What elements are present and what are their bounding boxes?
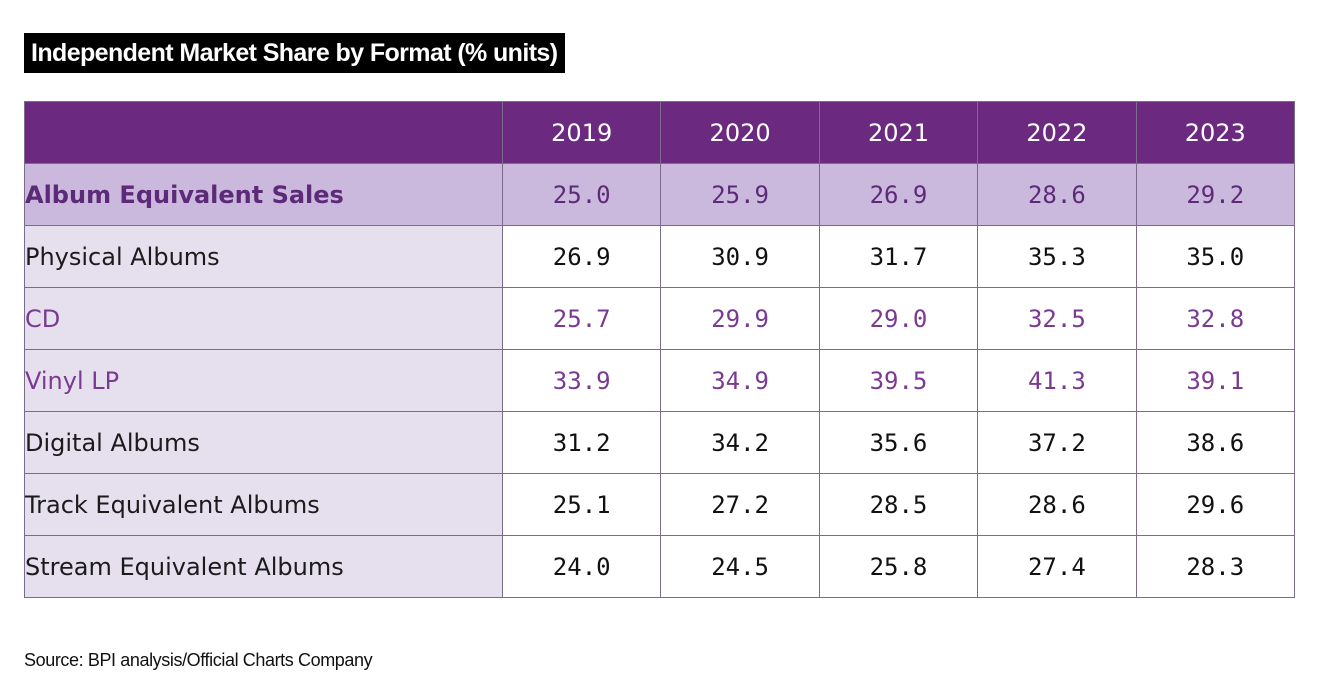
value-cell: 25.7 xyxy=(501,287,662,350)
value-cell: 30.9 xyxy=(660,225,820,288)
value-cell: 25.8 xyxy=(818,535,979,598)
column-header-2022: 2022 xyxy=(977,101,1137,164)
row-label: CD xyxy=(24,287,503,350)
table-row: Track Equivalent Albums 25.1 27.2 28.5 28.6 2… xyxy=(24,473,1295,536)
header-corner-cell xyxy=(24,101,503,164)
value-cell: 27.2 xyxy=(660,473,820,536)
value-cell: 33.9 xyxy=(501,349,662,412)
value-cell: 38.6 xyxy=(1135,411,1295,474)
value-cell: 35.0 xyxy=(1135,225,1295,288)
value-cell: 32.5 xyxy=(977,287,1137,350)
header-row: 2019 2020 2021 2022 2023 xyxy=(24,101,1295,164)
value-cell: 28.5 xyxy=(818,473,979,536)
value-cell: 27.4 xyxy=(977,535,1137,598)
table-row: Physical Albums 26.9 30.9 31.7 35.3 35.0 xyxy=(24,225,1295,288)
value-cell: 39.5 xyxy=(818,349,979,412)
row-label: Track Equivalent Albums xyxy=(24,473,503,536)
value-cell: 28.6 xyxy=(977,473,1137,536)
value-cell: 25.9 xyxy=(660,163,820,226)
value-cell: 31.7 xyxy=(818,225,979,288)
market-share-table: 2019 2020 2021 2022 2023 Album Equivalen… xyxy=(24,101,1295,598)
value-cell: 29.9 xyxy=(660,287,820,350)
row-label: Physical Albums xyxy=(24,225,503,288)
value-cell: 32.8 xyxy=(1135,287,1295,350)
value-cell: 24.5 xyxy=(660,535,820,598)
value-cell: 34.2 xyxy=(660,411,820,474)
value-cell: 35.6 xyxy=(818,411,979,474)
source-note: Source: BPI analysis/Official Charts Com… xyxy=(24,650,373,670)
value-cell: 39.1 xyxy=(1135,349,1295,412)
column-header-2023: 2023 xyxy=(1135,101,1295,164)
value-cell: 26.9 xyxy=(501,225,662,288)
chart-title: Independent Market Share by Format (% un… xyxy=(24,33,566,73)
value-cell: 31.2 xyxy=(501,411,662,474)
column-header-2019: 2019 xyxy=(501,101,662,164)
value-cell: 29.0 xyxy=(818,287,979,350)
value-cell: 25.0 xyxy=(501,163,662,226)
row-label: Vinyl LP xyxy=(24,349,503,412)
value-cell: 29.2 xyxy=(1135,163,1295,226)
value-cell: 34.9 xyxy=(660,349,820,412)
table-row: Album Equivalent Sales 25.0 25.9 26.9 28.6 29… xyxy=(24,163,1295,226)
column-header-2021: 2021 xyxy=(818,101,979,164)
row-label: Stream Equivalent Albums xyxy=(24,535,503,598)
value-cell: 37.2 xyxy=(977,411,1137,474)
value-cell: 35.3 xyxy=(977,225,1137,288)
value-cell: 29.6 xyxy=(1135,473,1295,536)
value-cell: 41.3 xyxy=(977,349,1137,412)
table-row: Vinyl LP 33.9 34.9 39.5 41.3 39.1 xyxy=(24,349,1295,412)
value-cell: 28.6 xyxy=(977,163,1137,226)
row-label: Album Equivalent Sales xyxy=(24,163,503,226)
row-label: Digital Albums xyxy=(24,411,503,474)
value-cell: 26.9 xyxy=(818,163,979,226)
column-header-2020: 2020 xyxy=(660,101,820,164)
table-body: Album Equivalent Sales 25.0 25.9 26.9 28.6 29… xyxy=(24,163,1295,598)
table-row: Stream Equivalent Albums 24.0 24.5 25.8 27.4… xyxy=(24,535,1295,598)
value-cell: 24.0 xyxy=(501,535,662,598)
value-cell: 28.3 xyxy=(1135,535,1295,598)
table-row: CD 25.7 29.9 29.0 32.5 32.8 xyxy=(24,287,1295,350)
value-cell: 25.1 xyxy=(501,473,662,536)
table-row: Digital Albums 31.2 34.2 35.6 37.2 38.6 xyxy=(24,411,1295,474)
